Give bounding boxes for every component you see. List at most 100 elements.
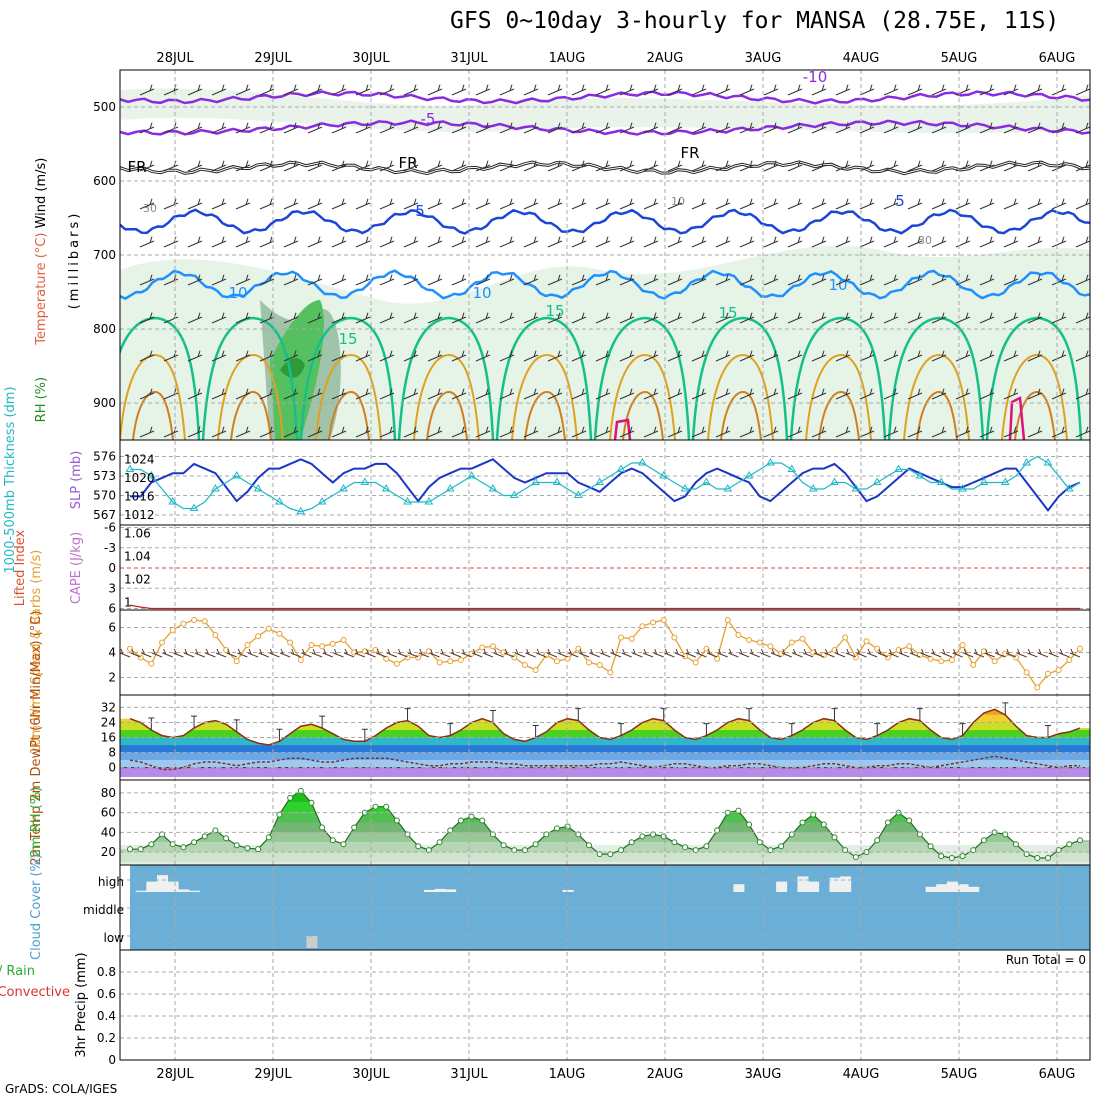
wind-barb [739, 350, 755, 362]
rh-2m-label: 2m RH (%) [29, 787, 44, 858]
wind-speed-marker [714, 655, 721, 662]
wind-barb [331, 236, 347, 248]
temp-max-marker [447, 723, 454, 736]
thickness-marker [573, 490, 583, 498]
wind-barb [955, 312, 971, 324]
surface-wind-barb [1059, 648, 1070, 658]
upper-air-ylabel: RH (%) Temperature (°C) Wind (m/s) [34, 158, 49, 423]
rh-marker [778, 843, 785, 850]
wind-speed-marker [575, 645, 582, 652]
wind-speed-marker [1023, 669, 1030, 676]
temp-max-marker [191, 715, 198, 729]
thickness-marker [766, 458, 775, 466]
date-label-top: 4AUG [843, 51, 880, 66]
date-label-bottom: 2AUG [647, 1067, 684, 1082]
wind-speed-marker [959, 642, 966, 648]
wind-speed-marker [970, 662, 977, 668]
surface-wind-barb [343, 648, 355, 658]
rh-shade-high [120, 88, 1090, 133]
rh-marker [692, 847, 699, 854]
wind-speed-marker [660, 617, 667, 623]
thickness-marker [317, 497, 327, 505]
isotherm-minus5 [120, 119, 1090, 136]
precip-tick-label: 0.6 [97, 987, 116, 1001]
wind-barb [1003, 426, 1019, 438]
wind-barb [739, 274, 755, 286]
lifted-index-tick-label: -3 [104, 541, 116, 555]
wind-speed-marker [159, 639, 166, 646]
precip-tick-label: 0.8 [97, 965, 116, 979]
temp-max-marker [319, 715, 326, 729]
surface-wind-barb [578, 648, 590, 658]
wind-barb [451, 198, 467, 210]
contour-label: 10 [828, 276, 847, 294]
wind-barb [283, 426, 299, 438]
surface-wind-barb [568, 648, 579, 658]
thickness-marker [680, 484, 690, 492]
wind-barb [787, 198, 803, 210]
wind-speed-marker [265, 625, 272, 632]
thickness-marker [146, 471, 156, 479]
thickness-marker [531, 477, 540, 485]
wind-barb [403, 236, 419, 248]
wind-barb [283, 350, 299, 362]
wind-speed-marker [383, 655, 390, 662]
rh-marker [767, 847, 774, 854]
wind-barb [499, 274, 515, 286]
wind-speed-marker [553, 658, 560, 665]
wind-speed-marker [297, 657, 304, 663]
wind-barb [307, 122, 323, 134]
wind-barb [1075, 312, 1090, 324]
wind-barb [403, 350, 419, 362]
precip-tick-label: 0.2 [97, 1031, 116, 1045]
temp-max-marker [276, 728, 283, 742]
wind-barb [691, 388, 707, 400]
surface-wind-barb [130, 648, 141, 658]
wind-speed-marker [735, 632, 742, 638]
contour-label: 10 [228, 284, 247, 302]
wind-barb [883, 274, 899, 286]
wind-barb [883, 350, 899, 362]
thickness-marker [894, 464, 903, 472]
wind-barb [835, 122, 851, 134]
thickness-marker [467, 471, 476, 479]
wind-barb [379, 274, 395, 286]
surface-wind-barb [504, 648, 515, 658]
surface-wind-barb [621, 648, 632, 658]
precip-tick-label: 0 [108, 1053, 116, 1067]
date-label-top: 28JUL [156, 51, 194, 66]
rh-band [120, 852, 1090, 862]
isotherm-25 [1014, 390, 1056, 440]
thickness-marker [958, 484, 967, 492]
rh-marker [959, 853, 966, 860]
contour-label: -10 [803, 68, 828, 86]
wind-barb [235, 84, 251, 96]
wind-speed-marker [447, 658, 454, 665]
surface-wind-barb [119, 648, 131, 658]
surface-wind-barb [557, 648, 568, 658]
wind-speed-marker [308, 642, 315, 648]
wind-barb [643, 122, 659, 134]
surface-wind-barb [311, 648, 323, 658]
wind-barb [283, 312, 299, 324]
thickness-marker [232, 471, 242, 479]
rh-marker [319, 824, 326, 831]
wind-barb [835, 160, 851, 172]
thickness-tick-label: 573 [93, 469, 116, 483]
surface-wind-barb [322, 648, 333, 658]
wind-speed-marker [169, 627, 176, 633]
wind-barb [955, 350, 971, 362]
wind-barb [835, 426, 851, 438]
date-label-bottom: 3AUG [745, 1067, 782, 1082]
isotherm-25 [818, 390, 860, 440]
ua-label-wind: Wind (m/s) [34, 158, 49, 229]
freezing-level-inner [120, 161, 1090, 175]
wind-speed-marker [628, 635, 635, 642]
wind-barb [1027, 312, 1043, 324]
isotherm-15 [887, 316, 985, 440]
cape-tick-label: 1.04 [124, 550, 151, 564]
thickness-marker [381, 484, 391, 492]
rh-marker [372, 803, 379, 810]
rh-marker [479, 817, 486, 824]
surface-wind-barb [525, 648, 536, 658]
